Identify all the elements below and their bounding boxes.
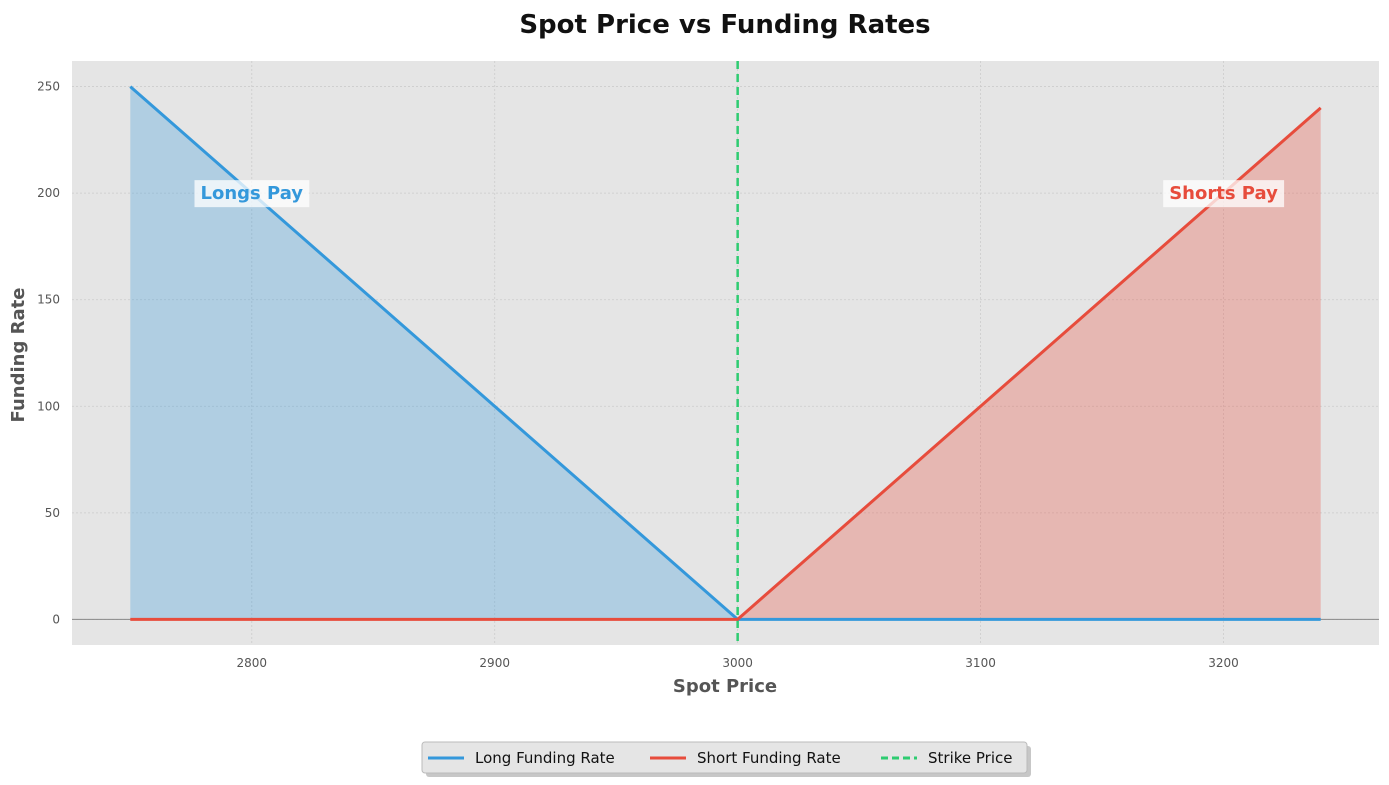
x-tick-labels: 2800 2900 3000 3100 3200	[236, 656, 1238, 670]
y-axis-label: Funding Rate	[8, 288, 29, 423]
y-tick-label: 150	[37, 293, 60, 307]
plot-area	[72, 61, 1379, 645]
legend-item: Short Funding Rate	[650, 749, 841, 767]
y-tick-label: 50	[45, 506, 60, 520]
series-fill-0	[130, 86, 1321, 620]
annotation-label: Longs Pay	[200, 183, 303, 204]
y-tick-labels: 0 50 100 150 200 250	[37, 80, 60, 627]
x-tick-label: 3100	[965, 656, 996, 670]
annotation-box	[1163, 180, 1285, 208]
annotations: Longs Pay Shorts Pay	[194, 180, 1285, 208]
legend-label: Long Funding Rate	[475, 749, 615, 767]
legend-item: Long Funding Rate	[428, 749, 615, 767]
series-fills	[130, 86, 1321, 620]
series-line-1	[130, 106, 1322, 621]
x-axis-label: Spot Price	[673, 676, 777, 697]
legend: Long Funding Rate Short Funding Rate Strik…	[421, 741, 1031, 777]
x-tick-label: 3000	[722, 656, 753, 670]
x-tick-label: 2800	[236, 656, 267, 670]
annotation-0: Longs Pay	[194, 180, 310, 208]
legend-item: Strike Price	[881, 749, 1012, 767]
annotation-1: Shorts Pay	[1163, 180, 1285, 208]
y-tick-label: 0	[52, 612, 60, 626]
x-tick-label: 2900	[479, 656, 510, 670]
legend-label: Short Funding Rate	[697, 749, 841, 767]
x-tick-label: 3200	[1208, 656, 1239, 670]
legend-box	[421, 741, 1028, 774]
y-tick-label: 200	[37, 186, 60, 200]
y-tick-label: 250	[37, 80, 60, 94]
y-tick-label: 100	[37, 399, 60, 413]
legend-label: Strike Price	[928, 749, 1012, 767]
series-fill-1	[130, 107, 1321, 620]
series-lines	[129, 85, 1322, 621]
chart-title: Spot Price vs Funding Rates	[519, 10, 930, 40]
annotation-box	[194, 180, 310, 208]
annotation-label: Shorts Pay	[1169, 183, 1278, 204]
